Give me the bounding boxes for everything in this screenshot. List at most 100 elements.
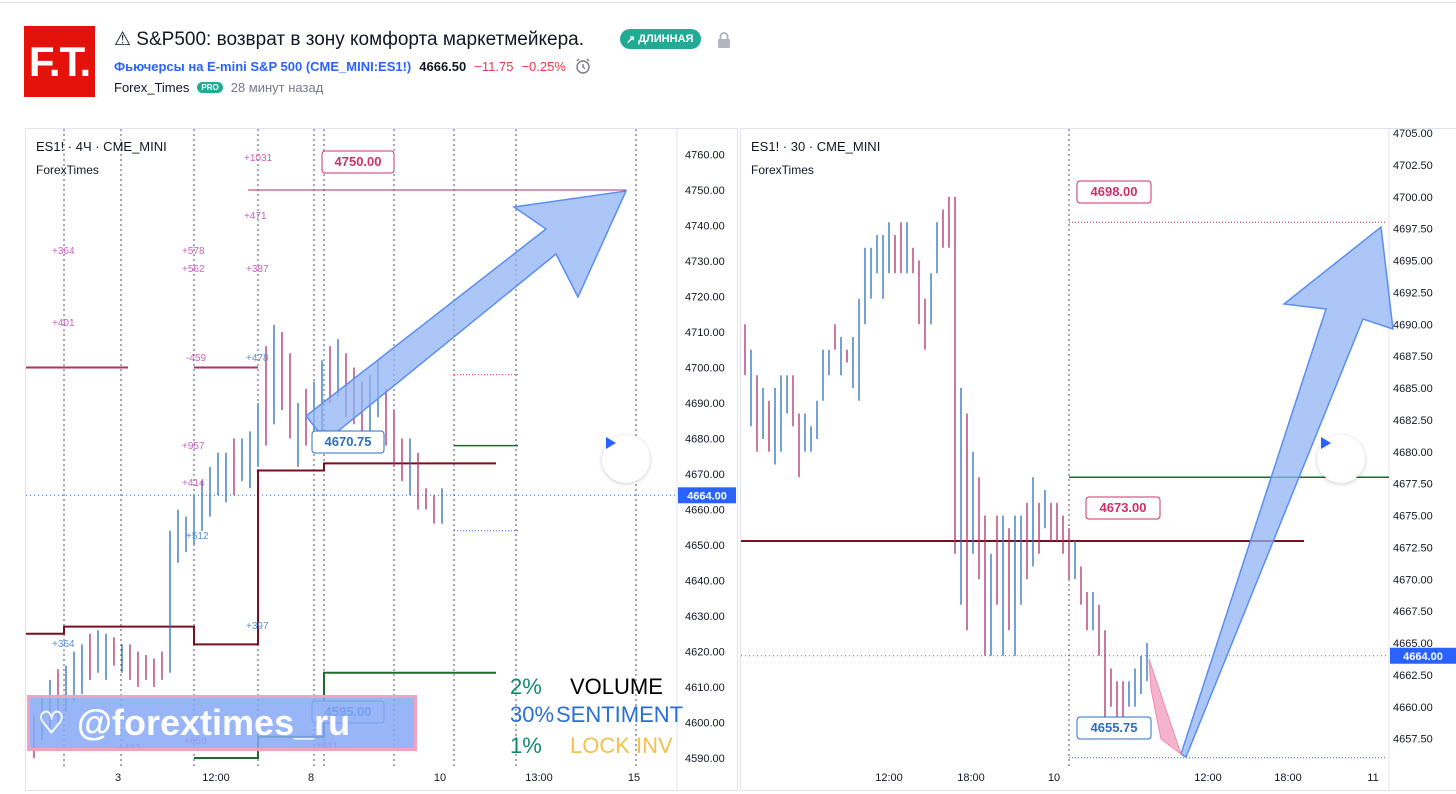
y-tick-label: 4660.00: [685, 505, 725, 517]
y-tick-label: 4692.50: [1393, 287, 1433, 299]
target-price-label-box: [321, 150, 395, 174]
channel-watermark: ♡ @forextimes_ru: [27, 695, 417, 751]
target-price-label: 4750.00: [335, 154, 382, 169]
y-tick-label: 4697.50: [1393, 224, 1433, 236]
indicator-name: LOCK INV: [570, 733, 673, 758]
last-price: 4666.50: [419, 58, 467, 74]
x-tick-label: 11: [1367, 772, 1378, 784]
direction-badge: ↗ ДЛИННАЯ: [620, 29, 702, 49]
left-chart-canvas[interactable]: 4760.00 4750.00 4740.00 4730.00 4720.00 4710.…: [26, 129, 737, 790]
direction-label: ДЛИННАЯ: [638, 33, 694, 45]
volume-mark: +387: [246, 264, 269, 275]
right-chart-legend: ES1! · 30 · CME_MINI: [751, 139, 881, 154]
y-tick-label: 4760.00: [685, 150, 725, 162]
y-tick-label: 4685.00: [1393, 383, 1433, 395]
entry-price-label: 4670.75: [325, 434, 372, 449]
x-tick-label: 3: [115, 772, 121, 784]
alarm-clock-icon[interactable]: [574, 57, 592, 75]
y-tick-label: 4665.00: [1393, 638, 1433, 650]
y-tick-label: 4680.00: [685, 434, 725, 446]
author-name[interactable]: Forex_Times: [114, 80, 190, 95]
entry-price-label: 4673.00: [1100, 500, 1147, 515]
top-divider: [0, 2, 1456, 3]
symbol-code: (CME_MINI:ES1!): [305, 58, 412, 74]
x-tick-label: 15: [628, 772, 640, 784]
y-tick-label: 4672.50: [1393, 542, 1433, 554]
y-tick-label: 4600.00: [685, 718, 725, 730]
indicator-percent: 2%: [510, 674, 542, 699]
symbol-link[interactable]: Фьючерсы на E-mini S&P 500 (CME_MINI:ES1…: [114, 59, 411, 74]
volume-mark: +414: [182, 478, 205, 489]
volume-mark: +578: [182, 246, 205, 257]
x-tick-label: 10: [1048, 772, 1060, 784]
low-price-label-box: [1076, 716, 1152, 740]
x-tick-label: 12:00: [875, 772, 903, 784]
y-tick-label: 4650.00: [685, 540, 725, 552]
pro-badge: PRO: [197, 82, 223, 93]
y-tick-label: 4667.50: [1393, 606, 1433, 618]
pullback-arrow: [1148, 658, 1182, 756]
lock-icon: [718, 32, 730, 48]
idea-title: ⚠ S&P500: возврат в зону комфорта маркет…: [114, 29, 584, 50]
left-play-button[interactable]: [602, 435, 650, 483]
y-tick-label: 4677.50: [1393, 479, 1433, 491]
volume-mark: +1031: [244, 153, 273, 164]
y-tick-label: 4690.00: [1393, 319, 1433, 331]
indicator-name: VOLUME: [570, 674, 663, 699]
volume-mark: +562: [182, 264, 205, 275]
price-change-pct: −0.25%: [521, 58, 566, 74]
y-tick-label: 4740.00: [685, 221, 725, 233]
heart-icon: ♡: [38, 706, 65, 740]
y-tick-label: 4730.00: [685, 256, 725, 268]
support-step-line: [26, 462, 496, 646]
volume-mark: +478: [246, 353, 269, 364]
y-tick-label: 4657.50: [1393, 734, 1433, 746]
left-chart-legend: ES1! · 4Ч · CME_MINI: [36, 139, 167, 154]
y-tick-label: 4670.00: [685, 469, 725, 481]
y-tick-label: 4700.00: [685, 363, 725, 375]
indicator-name: SENTIMENT: [556, 702, 684, 727]
left-chart-study: ForexTimes: [36, 163, 99, 177]
x-tick-label: 12:00: [202, 772, 230, 784]
y-tick-label: 4620.00: [685, 647, 725, 659]
target-price-label-box: [1076, 180, 1152, 204]
x-tick-label: 12:00: [1194, 772, 1222, 784]
y-tick-label: 4682.50: [1393, 415, 1433, 427]
y-tick-label: 4705.00: [1393, 129, 1433, 140]
author-logo[interactable]: F.T.: [24, 26, 95, 97]
current-price-tag: [1390, 647, 1456, 664]
author-line: Forex_Times PRO 28 минут назад: [114, 80, 323, 95]
target-arrow: [1180, 225, 1394, 759]
right-play-button[interactable]: [1317, 435, 1365, 483]
indicator-percent: 1%: [510, 733, 542, 758]
y-tick-label: 4640.00: [685, 576, 725, 588]
x-tick-label: 10: [434, 772, 446, 784]
entry-price-label-box: [1085, 496, 1161, 520]
right-chart[interactable]: 4705.00 4702.50 4700.00 4697.50 4695.00 4692.…: [740, 128, 1456, 791]
published-time: 28 минут назад: [230, 80, 324, 95]
symbol-name: Фьючерсы на E-mini S&P 500: [114, 58, 303, 74]
volume-mark: +401: [52, 318, 75, 329]
symbol-line: Фьючерсы на E-mini S&P 500 (CME_MINI:ES1…: [114, 57, 592, 75]
target-arrow: [304, 190, 628, 443]
y-tick-label: 4690.00: [685, 398, 725, 410]
volume-mark: +397: [246, 621, 269, 632]
y-tick-label: 4660.00: [1393, 702, 1433, 714]
current-price-tag: [678, 487, 736, 504]
y-tick-label: 4590.00: [685, 753, 725, 765]
right-chart-study: ForexTimes: [751, 163, 814, 177]
y-tick-label: 4670.00: [1393, 574, 1433, 586]
right-chart-canvas[interactable]: 4705.00 4702.50 4700.00 4697.50 4695.00 4692.…: [741, 129, 1456, 790]
current-price-text: 4664.00: [687, 490, 727, 502]
target-price-label: 4698.00: [1091, 184, 1138, 199]
current-price-text: 4664.00: [1403, 651, 1443, 663]
play-icon: [1321, 437, 1331, 449]
logo-text: F.T.: [28, 37, 91, 85]
y-tick-label: 4662.50: [1393, 670, 1433, 682]
y-tick-label: 4680.00: [1393, 447, 1433, 459]
watermark-text: @forextimes_ru: [76, 702, 351, 743]
volume-mark: +512: [186, 531, 209, 542]
low-price-label: 4655.75: [1091, 720, 1138, 735]
left-chart[interactable]: 4760.00 4750.00 4740.00 4730.00 4720.00 4710.…: [25, 128, 738, 791]
y-tick-label: 4675.00: [1393, 511, 1433, 523]
